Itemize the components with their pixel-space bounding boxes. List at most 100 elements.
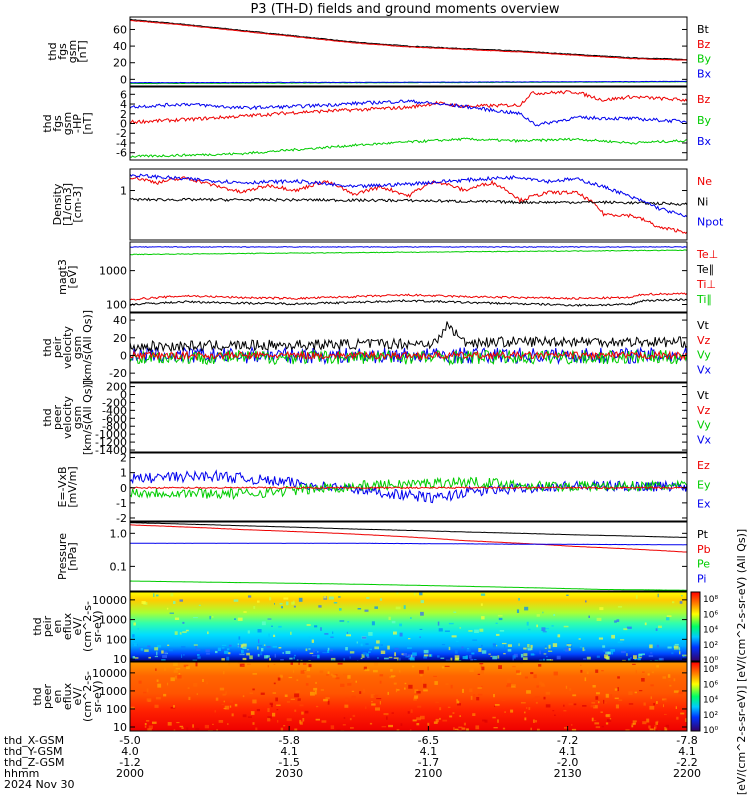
series-density-Ne	[129, 175, 688, 234]
ytick-label: -1200	[95, 436, 127, 449]
legend-fgs_hp-0: Bz	[697, 93, 711, 106]
ylabel-efield: E=-VxB[mV/m]	[56, 466, 79, 507]
series-velocity_i-Vz	[129, 350, 688, 361]
ytick-label: 40	[113, 40, 127, 53]
legend-temp-3: Ti∥	[696, 293, 712, 306]
frame-velocity_i	[129, 312, 688, 383]
ytick-label: 1000	[99, 614, 127, 627]
series-pressure-Pt	[130, 522, 687, 538]
ytick-label: 1	[120, 185, 127, 198]
xaxis-tick-label: -1.7	[418, 756, 439, 769]
series-efield-Ez	[129, 486, 688, 490]
panel-temp: 1000 100 magt3[eV] Te⊥ Te∥ Ti⊥ Ti∥	[56, 241, 718, 313]
series-fgs_hp-By	[129, 137, 688, 158]
xaxis-tick-label: -1.2	[119, 756, 140, 769]
ytick-label: 10000	[92, 667, 127, 680]
colorbar-tick: 10²	[703, 641, 718, 651]
ylabel-fgs: thdfgsgsm[nT]	[46, 40, 89, 63]
ytick-label: -4	[116, 137, 127, 150]
ytick-label: 60	[113, 23, 127, 36]
colorbar-tick: 10⁰	[703, 726, 718, 736]
legend-fgs-0: Bt	[697, 23, 710, 36]
xaxis-tick-label: -1.5	[278, 756, 299, 769]
frame-pressure	[129, 521, 688, 592]
legend-fgs-2: By	[697, 53, 712, 66]
colorbar-tick: 10⁸	[703, 665, 718, 675]
legend-fgs-1: Bz	[697, 38, 711, 51]
ytick-label: -1400	[95, 444, 127, 457]
legend-velocity_e-1: Vz	[697, 404, 711, 417]
ytick-label: 20	[113, 57, 127, 70]
xaxis-tick-label: -5.0	[119, 734, 140, 747]
ylabel-peir_flux: thdpeirenefluxeV/(cm^2-s-sr-eV)	[31, 601, 104, 652]
panel-peir_flux: 10000 1000 100 10 thdpeirenefluxeV/(cm^2-s-s…	[31, 591, 688, 666]
panel-efield: 2 1 0 -1 -2 E=-VxB[mV/m] Ez Ey Ex	[56, 452, 711, 525]
ytick-label: 100	[106, 298, 127, 311]
xaxis-tick-label: 4.1	[559, 745, 577, 758]
frame-velocity_e	[129, 382, 688, 453]
ytick-label: -6	[116, 147, 127, 160]
xaxis-tick-label: 4.1	[678, 745, 696, 758]
frame-peir_flux	[129, 591, 688, 662]
colorbar-1	[690, 661, 701, 732]
series-temp-Ti⊥	[129, 292, 688, 301]
xaxis-row-label: hhmm	[4, 767, 39, 780]
xaxis-tick-label: -2.0	[557, 756, 578, 769]
legend-velocity_i-2: Vy	[697, 349, 711, 362]
ytick-label: -2	[116, 512, 127, 525]
ytick-label: 100	[106, 703, 127, 716]
xaxis-tick-label: -7.2	[557, 734, 578, 747]
legend-velocity_i-1: Vz	[697, 334, 711, 347]
series-fgs-Bt	[129, 18, 688, 61]
xaxis-tick-label: 2030	[275, 767, 303, 780]
legend-density-0: Ne	[697, 175, 712, 188]
colorbar-tick: 10²	[703, 711, 718, 721]
frame-efield	[129, 452, 688, 522]
frame-density	[129, 168, 688, 241]
ytick-label: -2	[116, 127, 127, 140]
ytick-label: 0	[120, 482, 127, 495]
legend-temp-0: Te⊥	[696, 248, 718, 261]
ytick-label: -600	[102, 412, 127, 425]
xaxis-tick-label: 2200	[673, 767, 701, 780]
ytick-label: -1000	[95, 428, 127, 441]
ylabel-density: Density[1/cm3][cm-3]	[51, 183, 84, 226]
xaxis-row-label: thd_X-GSM	[4, 734, 64, 747]
legend-velocity_i-0: Vt	[697, 319, 710, 332]
xaxis-row-label: thd_Y-GSM	[4, 745, 63, 758]
legend-temp-2: Ti⊥	[696, 278, 716, 291]
xaxis-tick-label: 4.0	[121, 745, 139, 758]
legend-density-1: Ni	[697, 195, 708, 208]
series-pressure-Pi	[130, 542, 688, 546]
series-pressure-Pb	[129, 524, 687, 553]
xaxis-tick-label: 2130	[554, 767, 582, 780]
xaxis-row-label: 2024 Nov 30	[4, 778, 74, 791]
legend-density-2: Npot	[697, 216, 724, 229]
colorbar-tick: 10⁸	[703, 595, 718, 605]
ytick-label: 20	[113, 332, 127, 345]
ytick-label: -800	[102, 420, 127, 433]
panel-peer_flux: 10000 1000 100 10 thdpeerenefluxeV/(cm^2-s-s…	[31, 661, 688, 734]
legend-pressure-0: Pt	[697, 528, 709, 541]
series-fgs-Bz	[129, 19, 688, 61]
panels: 6040200thdfgsgsm[nT]BtBzByBx6420-2-4-6th…	[31, 16, 724, 734]
ytick-label: 0	[120, 349, 127, 362]
ytick-label: 40	[113, 314, 127, 327]
legend-velocity_e-3: Vx	[697, 433, 712, 446]
ylabel-velocity_i: thdpeirvelocitygsm[km/s(All Qs)]	[41, 310, 94, 385]
ytick-label: 1.0	[110, 527, 128, 540]
ytick-label: -400	[102, 404, 127, 417]
legend-efield-2: Ex	[697, 498, 711, 511]
ytick-label: 2	[120, 452, 127, 465]
legend-pressure-3: Pi	[697, 572, 706, 585]
series-fgs_hp-Bz	[129, 90, 688, 125]
colorbar-label: [eV/(cm^2-s-sr-eV)] [eV/(cm^2-s-sr-eV) (…	[735, 529, 748, 795]
xaxis-tick-label: 4.1	[280, 745, 298, 758]
ytick-label: 0	[120, 118, 127, 131]
colorbar-tick: 10⁴	[703, 626, 718, 636]
frame-fgs	[129, 16, 688, 87]
